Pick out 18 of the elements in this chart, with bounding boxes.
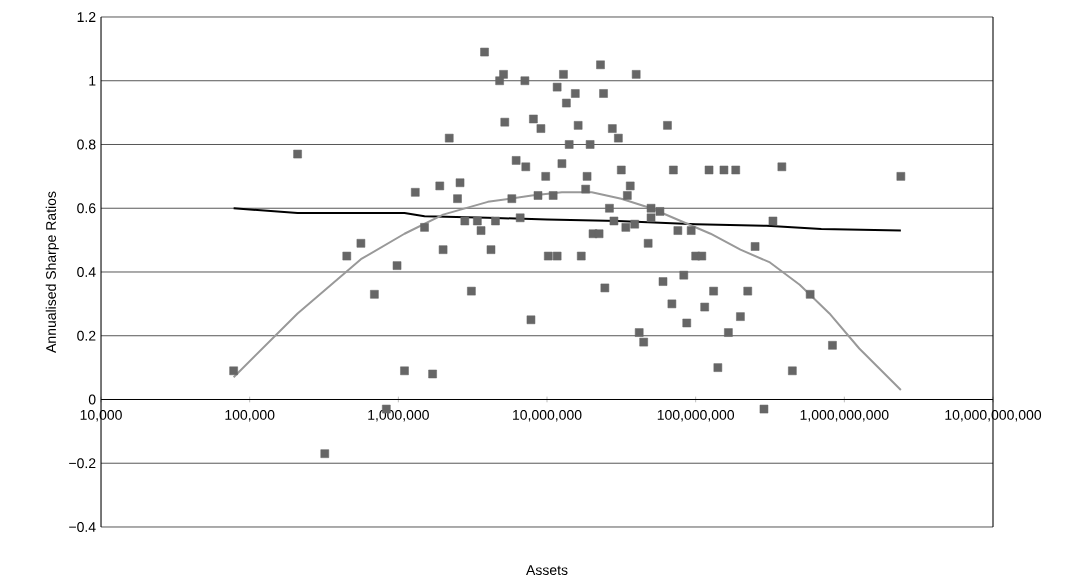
y-tick-label: −0.4 <box>69 522 96 532</box>
x-tick-label: 10,000,000,000 <box>945 409 1042 422</box>
y-tick-label: 1.2 <box>77 12 96 22</box>
y-tick-label: 0 <box>88 394 96 405</box>
x-tick-label: 10,000,000 <box>513 409 582 422</box>
x-tick-label: 10,000 <box>80 409 122 422</box>
x-tick-label: 1,000,000 <box>368 409 429 422</box>
y-axis-title: Annualised Sharpe Ratios <box>45 191 59 353</box>
x-tick-label: 100,000,000 <box>657 409 735 422</box>
x-tick-label: 1,000,000,000 <box>800 409 889 422</box>
y-tick-label: 0.4 <box>77 267 96 277</box>
y-tick-label: 0.2 <box>77 330 96 341</box>
y-tick-label: 1 <box>89 75 96 86</box>
x-axis-title: Assets <box>526 565 568 576</box>
y-tick-label: −0.2 <box>69 458 96 469</box>
x-tick-label: 100,000 <box>225 409 275 422</box>
y-tick-label: 0.6 <box>77 203 96 214</box>
y-tick-label: 0.8 <box>77 139 96 150</box>
